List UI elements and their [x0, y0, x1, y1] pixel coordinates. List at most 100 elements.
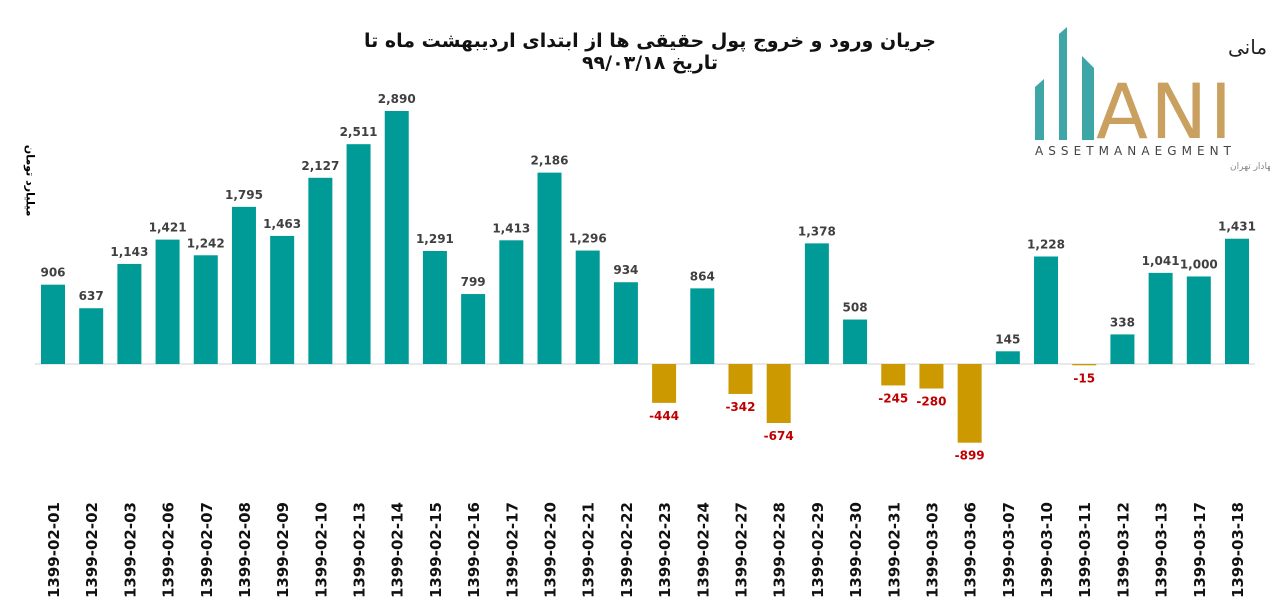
bar — [881, 364, 906, 386]
data-label: 1,041 — [1142, 254, 1180, 268]
bar — [270, 235, 295, 364]
x-tick-label: 1399-03-07 — [1000, 502, 1018, 598]
x-tick-label: 1399-02-14 — [389, 502, 407, 598]
bar — [957, 364, 982, 443]
bar — [995, 351, 1020, 364]
logo-brand-fa: سبدگردان مانی — [1228, 35, 1270, 59]
x-tick-label: 1399-03-06 — [962, 502, 980, 598]
logo-brand-en: ASSETMANAEGMENT — [1035, 144, 1232, 158]
bar — [1034, 256, 1059, 364]
bar — [1072, 364, 1097, 366]
x-tick-label: 1399-03-12 — [1114, 502, 1132, 598]
data-label: 799 — [461, 275, 486, 289]
x-tick-label: 1399-02-16 — [465, 502, 483, 598]
data-label: 1,413 — [492, 221, 530, 235]
x-tick-label: 1399-02-20 — [542, 502, 560, 598]
bar — [308, 177, 333, 364]
x-tick-label: 1399-02-31 — [885, 502, 903, 598]
x-tick-label: 1399-03-13 — [1153, 502, 1171, 598]
bar — [728, 364, 753, 394]
data-label: 637 — [79, 289, 104, 303]
data-label: 2,890 — [378, 92, 416, 106]
data-label: 906 — [40, 266, 65, 280]
data-label: -245 — [878, 391, 908, 405]
bar — [461, 294, 486, 364]
bar — [346, 144, 371, 364]
x-tick-label: 1399-02-08 — [236, 502, 254, 598]
data-label: 1,291 — [416, 232, 454, 246]
x-tick-label: 1399-02-17 — [503, 502, 521, 598]
company-logo: سبدگردان مانی ANI ASSETMANAEGMENT تحت نظ… — [1035, 27, 1270, 172]
data-label: 1,795 — [225, 188, 263, 202]
logo-letters: ANI — [1096, 67, 1232, 156]
data-label: 145 — [995, 332, 1020, 346]
data-label: 1,463 — [263, 217, 301, 231]
data-label: 934 — [613, 263, 638, 277]
data-label: 1,143 — [110, 245, 148, 259]
x-tick-label: 1399-02-23 — [656, 502, 674, 598]
bar — [575, 250, 600, 364]
x-tick-label: 1399-02-28 — [771, 502, 789, 598]
x-tick-label: 1399-02-01 — [45, 502, 63, 598]
data-label: -280 — [916, 395, 946, 409]
bar — [41, 284, 65, 364]
data-label: 864 — [690, 269, 715, 283]
x-tick-label: 1399-02-03 — [121, 502, 139, 598]
x-tick-label: 1399-02-10 — [312, 502, 330, 598]
x-tick-label: 1399-02-21 — [580, 502, 598, 598]
bar — [231, 206, 256, 364]
logo-bar — [1082, 56, 1094, 140]
x-tick-label: 1399-02-30 — [847, 502, 865, 598]
x-tick-label: 1399-02-09 — [274, 502, 292, 598]
bar — [766, 364, 791, 424]
bar — [499, 240, 524, 364]
data-label: 508 — [843, 301, 868, 315]
data-label: -342 — [725, 400, 755, 414]
data-label: 1,421 — [149, 221, 187, 235]
x-tick-label: 1399-02-29 — [809, 502, 827, 598]
data-label: 338 — [1110, 315, 1135, 329]
logo-tagline: تحت نظارت سازمان بورس و اوراق بهادار تهر… — [1230, 162, 1270, 172]
x-tick-label: 1399-02-22 — [618, 502, 636, 598]
logo-bar — [1059, 27, 1067, 140]
bar — [117, 263, 142, 364]
x-tick-label: 1399-02-06 — [160, 502, 178, 598]
data-label: 2,186 — [531, 154, 569, 168]
logo-bar — [1035, 79, 1044, 140]
bar — [384, 111, 409, 364]
data-label: -674 — [764, 429, 794, 443]
y-axis-label: میلیارد تومان — [23, 144, 37, 217]
bar — [613, 282, 638, 364]
data-label: -444 — [649, 409, 679, 423]
data-label: 1,431 — [1218, 220, 1256, 234]
data-label: 1,296 — [569, 232, 607, 246]
x-tick-label: 1399-02-24 — [694, 502, 712, 598]
bar — [1225, 238, 1249, 364]
x-tick-label: 1399-03-03 — [923, 502, 941, 598]
bar — [155, 239, 180, 364]
x-tick-label: 1399-03-17 — [1191, 502, 1209, 598]
bar — [422, 250, 447, 364]
x-tick-label: 1399-02-07 — [198, 502, 216, 598]
bar — [804, 243, 829, 364]
bar — [1110, 334, 1135, 364]
data-label: 1,378 — [798, 224, 836, 238]
x-tick-label: 1399-02-13 — [351, 502, 369, 598]
x-tick-label: 1399-03-11 — [1076, 502, 1094, 598]
bar — [843, 319, 868, 364]
bar — [652, 364, 677, 403]
x-tick-label: 1399-03-18 — [1229, 502, 1247, 598]
x-tick-label: 1399-03-10 — [1038, 502, 1056, 598]
bar — [537, 172, 562, 364]
bar — [919, 364, 944, 389]
bar — [1186, 276, 1211, 364]
x-tick-label: 1399-02-15 — [427, 502, 445, 598]
x-tick-label: 1399-02-02 — [83, 502, 101, 598]
x-tick-label: 1399-02-27 — [732, 502, 750, 598]
bar — [1148, 272, 1173, 364]
chart-title: جریان ورود و خروج پول حقیقی ها از ابتدای… — [364, 30, 936, 74]
data-label: 1,000 — [1180, 257, 1218, 271]
bar — [193, 255, 218, 364]
bar — [79, 308, 104, 364]
data-label: 1,228 — [1027, 237, 1065, 251]
